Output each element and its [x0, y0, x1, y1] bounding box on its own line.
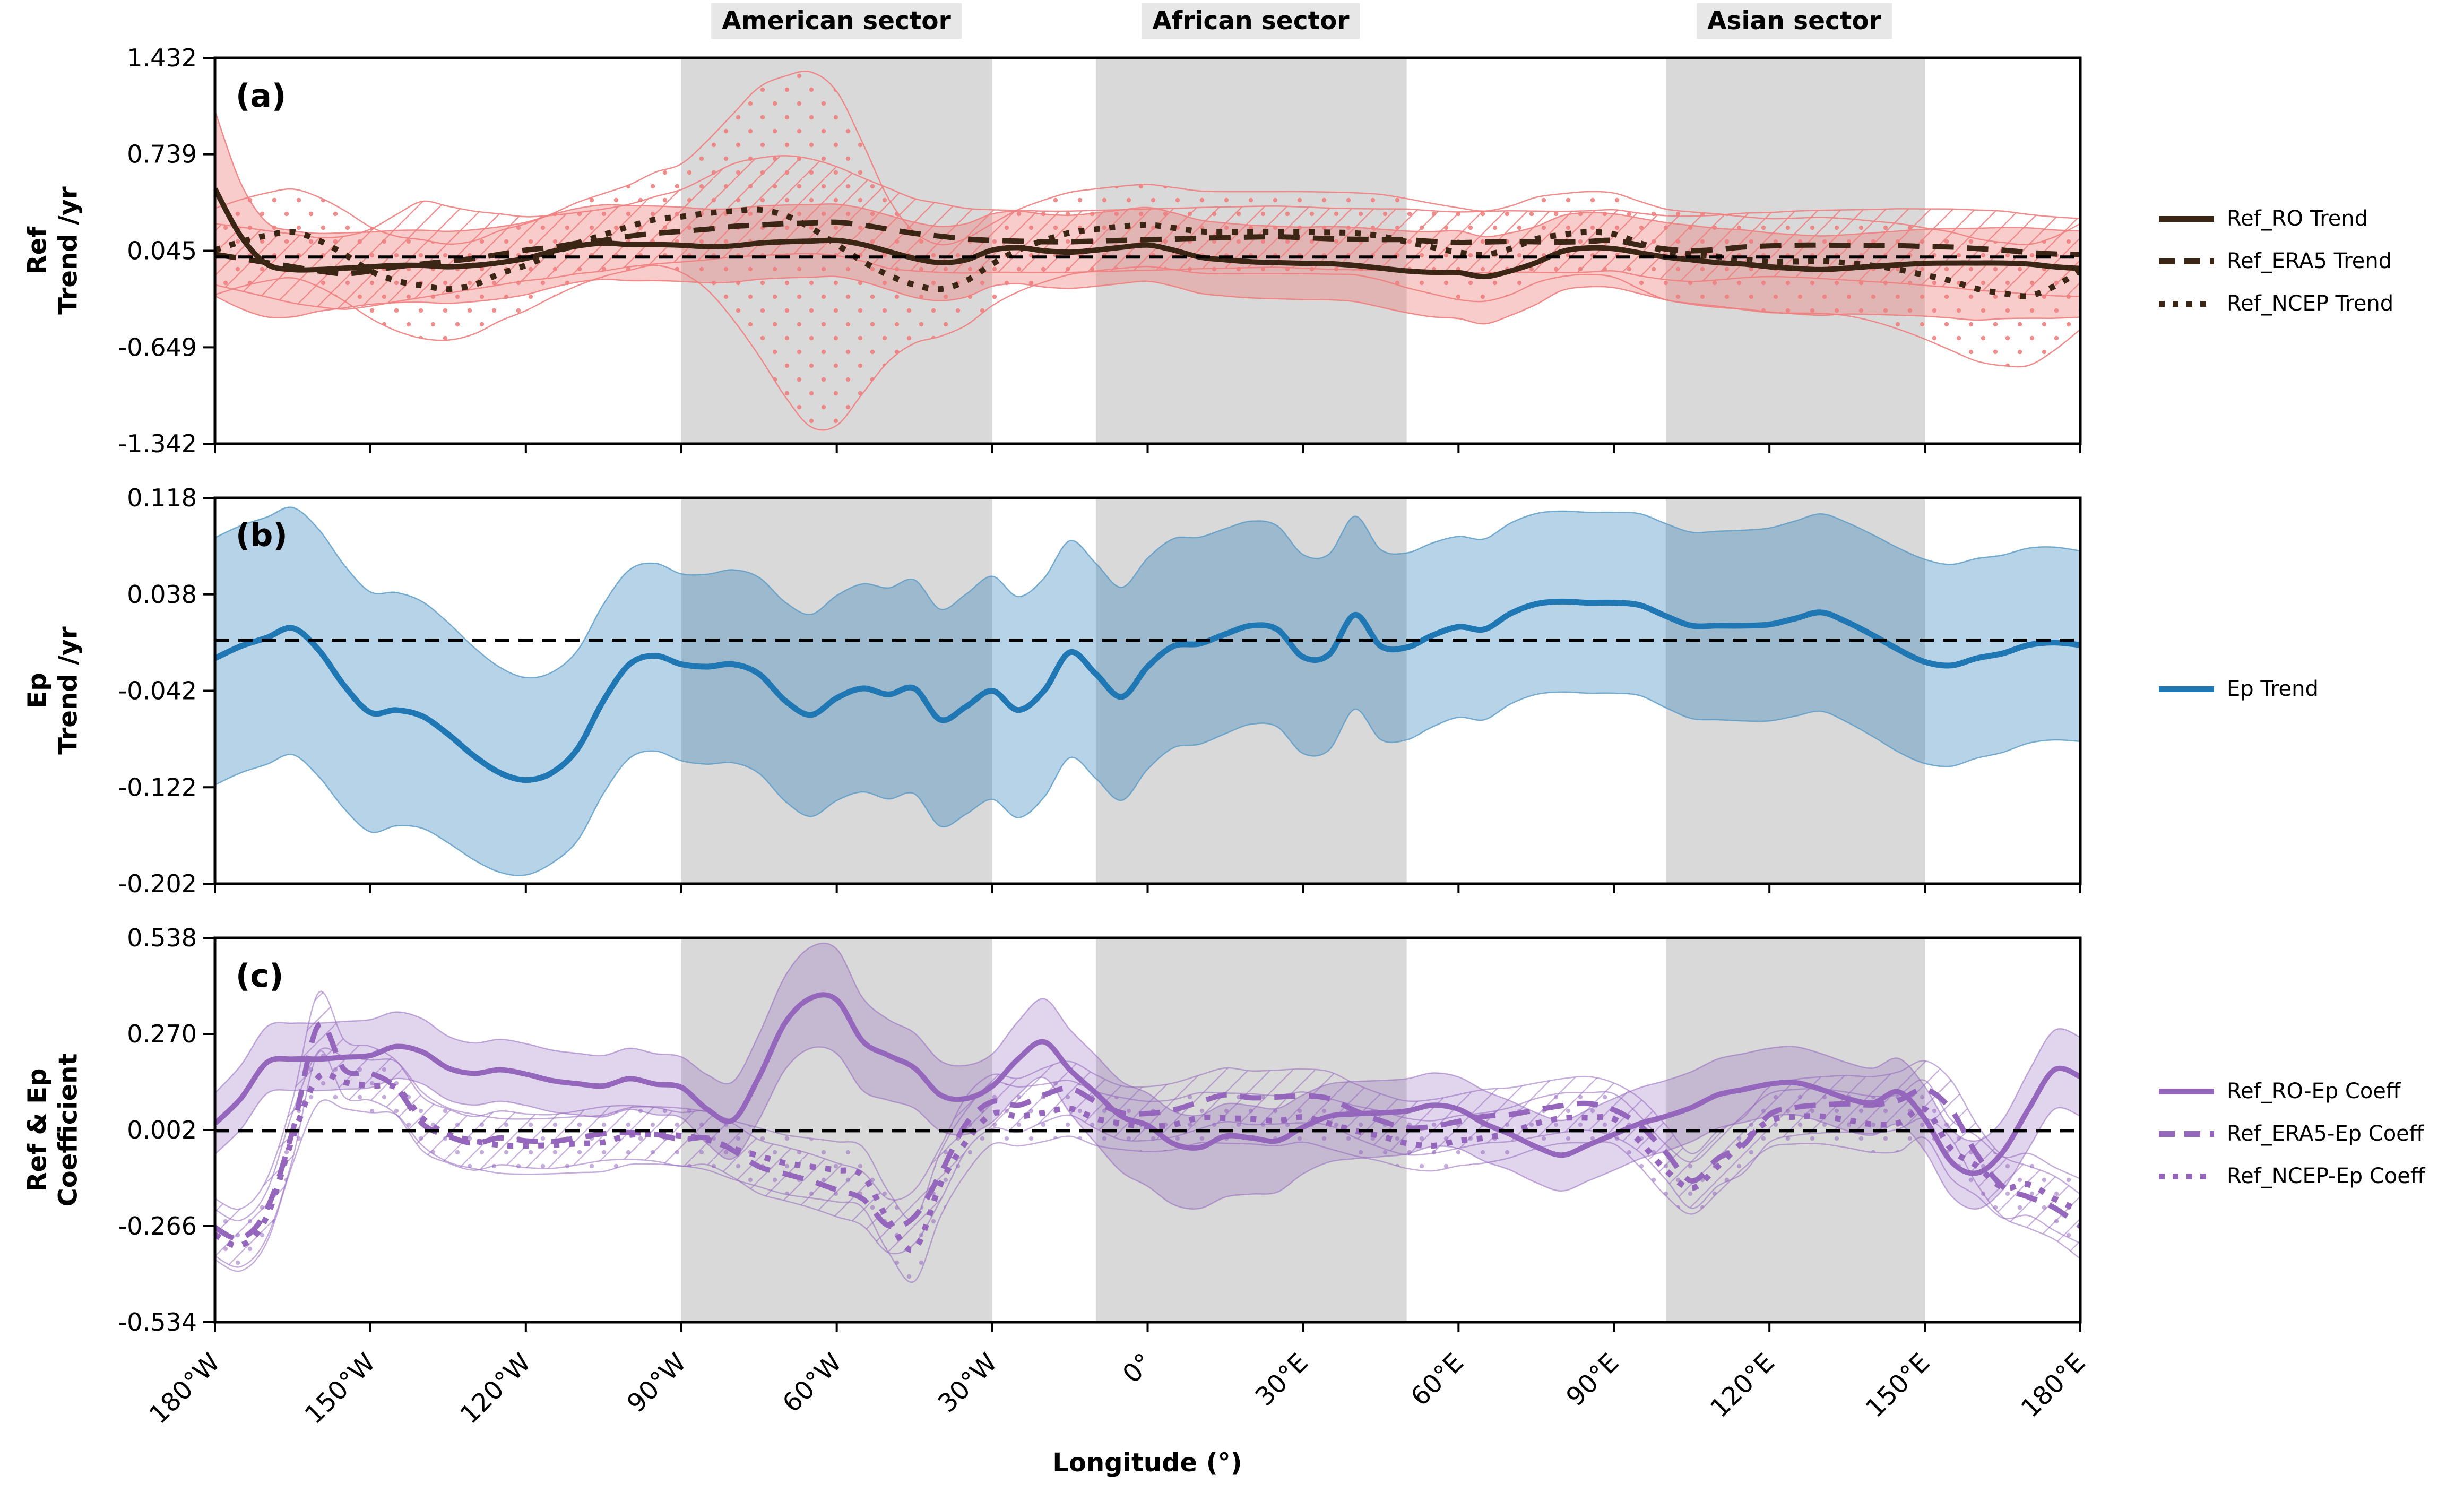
- y-tick-label: 0.045: [127, 237, 197, 265]
- x-tick-label: 180°E: [2016, 1348, 2091, 1424]
- line-c-0: [215, 992, 2080, 1176]
- y-tick-label: 1.432: [127, 44, 197, 72]
- sector-band: [1665, 498, 1925, 884]
- x-tick-label: 30°W: [932, 1348, 1003, 1418]
- x-tick-label: 60°E: [1405, 1348, 1469, 1412]
- y-tick-label: -0.202: [118, 869, 197, 898]
- line-b-0: [215, 598, 2080, 783]
- x-tick-label: 90°E: [1561, 1348, 1625, 1412]
- sector-band: [681, 498, 992, 884]
- x-tick-label: 120°E: [1705, 1348, 1780, 1424]
- x-tick-label: 60°W: [777, 1348, 848, 1418]
- x-tick-label: 120°W: [454, 1348, 537, 1430]
- y-tick-label: 0.270: [127, 1020, 197, 1048]
- line-c-1: [215, 1021, 2080, 1241]
- x-tick-label: 150°W: [299, 1348, 381, 1430]
- x-tick-label: 30°E: [1250, 1348, 1314, 1412]
- line-a-1: [215, 219, 2080, 277]
- panel-a: 1.432 0.739 0.045 -0.649 -1.342: [118, 44, 2082, 458]
- y-tick-label: 0.739: [127, 140, 197, 169]
- y-tick-label: -0.266: [118, 1212, 197, 1240]
- y-tick-label: 0.002: [127, 1116, 197, 1144]
- x-tick-label: 90°W: [621, 1348, 692, 1418]
- line-a-0: [215, 187, 2080, 280]
- panel-b: 0.118 0.038 -0.042 -0.122 -0.202: [118, 484, 2082, 898]
- x-tick-label: 150°E: [1860, 1348, 1936, 1424]
- y-tick-label: 0.118: [127, 484, 197, 512]
- y-tick-label: -0.042: [118, 677, 197, 705]
- y-tick-label: -0.649: [118, 333, 197, 361]
- x-tick-label: 180°W: [144, 1348, 226, 1430]
- band-a-2: [215, 70, 2080, 431]
- y-tick-label: -1.342: [118, 429, 197, 458]
- y-tick-label: 0.038: [127, 580, 197, 609]
- x-tick-label: 0°: [1117, 1348, 1158, 1389]
- sector-band: [1095, 498, 1407, 884]
- panel-c: 0.538 0.270 0.002 -0.266 -0.534: [118, 924, 2082, 1336]
- y-tick-label: -0.122: [118, 773, 197, 801]
- y-tick-label: 0.538: [127, 924, 197, 952]
- y-tick-label: -0.534: [118, 1308, 197, 1336]
